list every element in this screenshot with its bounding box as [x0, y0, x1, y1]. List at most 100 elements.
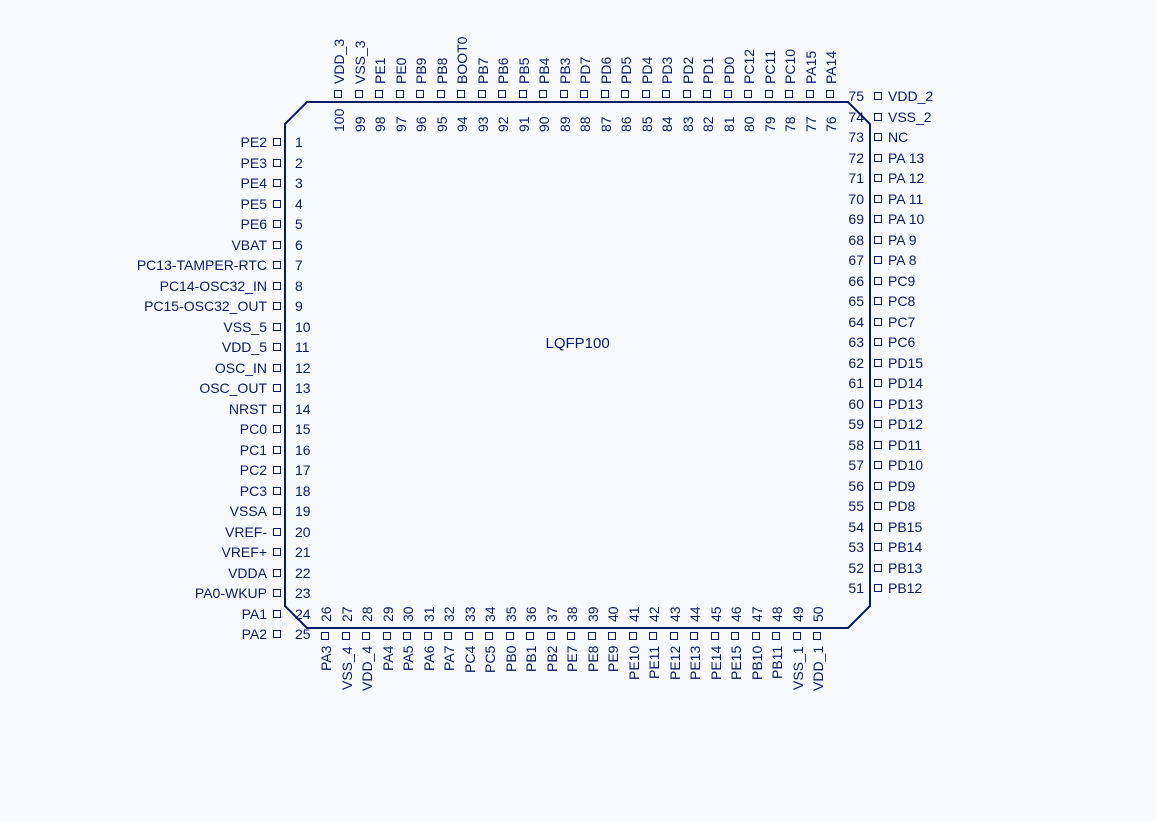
pin-pad: [744, 90, 752, 98]
pin-number: 29: [381, 606, 395, 622]
pin-pad: [642, 90, 650, 98]
pin-label: PB8: [435, 58, 449, 84]
pin-label: VBAT: [67, 238, 267, 252]
pin-pad: [273, 282, 281, 290]
pin-number: 11: [295, 340, 310, 354]
pin-number: 97: [394, 116, 408, 132]
pin-label: PD11: [888, 438, 922, 452]
pin-pad: [793, 632, 801, 640]
pin-pad: [437, 90, 445, 98]
pin-pad: [874, 133, 882, 141]
pin-pad: [601, 90, 609, 98]
pinout-canvas: LQFP100 1PE22PE33PE44PE55PE66VBAT7PC13-T…: [0, 0, 1156, 822]
pin-pad: [662, 90, 670, 98]
pin-number: 33: [463, 606, 477, 622]
pin-number: 85: [640, 116, 654, 132]
pin-number: 76: [824, 116, 838, 132]
pin-pad: [526, 632, 534, 640]
pin-label: PD15: [888, 356, 923, 370]
pin-number: 1: [295, 135, 303, 149]
pin-label: VSS_4: [340, 646, 354, 690]
pin-number: 96: [414, 116, 428, 132]
pin-number: 98: [373, 116, 387, 132]
pin-pad: [485, 632, 493, 640]
pin-label: PA2: [67, 627, 267, 641]
pin-label: PE8: [586, 646, 600, 672]
pin-pad: [785, 90, 793, 98]
pin-pad: [273, 446, 281, 454]
pin-number: 62: [840, 356, 864, 370]
pin-pad: [273, 364, 281, 372]
pin-pad: [355, 90, 363, 98]
pin-label: PA1: [67, 607, 267, 621]
pin-number: 36: [524, 606, 538, 622]
pin-pad: [826, 90, 834, 98]
pin-label: PA 8: [888, 253, 917, 267]
pin-pad: [498, 90, 506, 98]
pin-number: 81: [722, 116, 736, 132]
pin-label: PC14-OSC32_IN: [67, 279, 267, 293]
pin-label: VSS_1: [791, 646, 805, 690]
pin-label: PD13: [888, 397, 923, 411]
pin-pad: [403, 632, 411, 640]
pin-label: PE13: [688, 646, 702, 680]
pin-label: PA6: [422, 646, 436, 671]
pin-number: 23: [295, 586, 311, 600]
pin-number: 42: [647, 606, 661, 622]
pin-label: PD5: [619, 57, 633, 84]
pin-number: 19: [295, 504, 311, 518]
pin-pad: [874, 482, 882, 490]
pin-number: 3: [295, 176, 303, 190]
pin-number: 24: [295, 607, 311, 621]
pin-label: PD2: [681, 57, 695, 84]
pin-number: 21: [295, 545, 311, 559]
pin-pad: [621, 90, 629, 98]
pin-label: PC1: [67, 443, 267, 457]
pin-number: 74: [840, 110, 864, 124]
pin-number: 69: [840, 212, 864, 226]
pin-label: PD8: [888, 499, 915, 513]
pin-number: 27: [340, 606, 354, 622]
pin-number: 73: [840, 130, 864, 144]
pin-label: PE6: [67, 217, 267, 231]
pin-label: OSC_OUT: [67, 381, 267, 395]
pin-label: VDD_1: [811, 646, 825, 691]
pin-pad: [874, 92, 882, 100]
pin-number: 16: [295, 443, 311, 457]
pin-number: 89: [558, 116, 572, 132]
pin-label: VDD_3: [332, 39, 346, 84]
pin-number: 44: [688, 606, 702, 622]
pin-number: 18: [295, 484, 311, 498]
pin-label: PA4: [381, 646, 395, 671]
pin-pad: [874, 297, 882, 305]
pin-pad: [874, 584, 882, 592]
pin-label: PA0-WKUP: [67, 586, 267, 600]
pin-label: PC5: [483, 646, 497, 673]
pin-label: PC6: [888, 335, 915, 349]
pin-label: PB0: [504, 646, 518, 672]
pin-number: 51: [840, 581, 864, 595]
pin-label: PA3: [319, 646, 333, 671]
pin-pad: [273, 569, 281, 577]
pin-number: 58: [840, 438, 864, 452]
pin-number: 31: [422, 606, 436, 622]
pin-pad: [731, 632, 739, 640]
pin-label: PC11: [763, 50, 777, 84]
pin-label: PB1: [524, 646, 538, 672]
pin-label: PE3: [67, 156, 267, 170]
pin-pad: [478, 90, 486, 98]
pin-number: 48: [770, 606, 784, 622]
pin-number: 39: [586, 606, 600, 622]
pin-label: PD3: [660, 57, 674, 84]
pin-number: 55: [840, 499, 864, 513]
pin-label: PB6: [496, 58, 510, 84]
pin-pad: [874, 277, 882, 285]
pin-pad: [874, 400, 882, 408]
pin-pad: [608, 632, 616, 640]
pin-label: PE11: [647, 646, 661, 679]
pin-number: 82: [701, 116, 715, 132]
pin-pad: [560, 90, 568, 98]
pin-pad: [273, 179, 281, 187]
pin-pad: [874, 195, 882, 203]
pin-number: 67: [840, 253, 864, 267]
